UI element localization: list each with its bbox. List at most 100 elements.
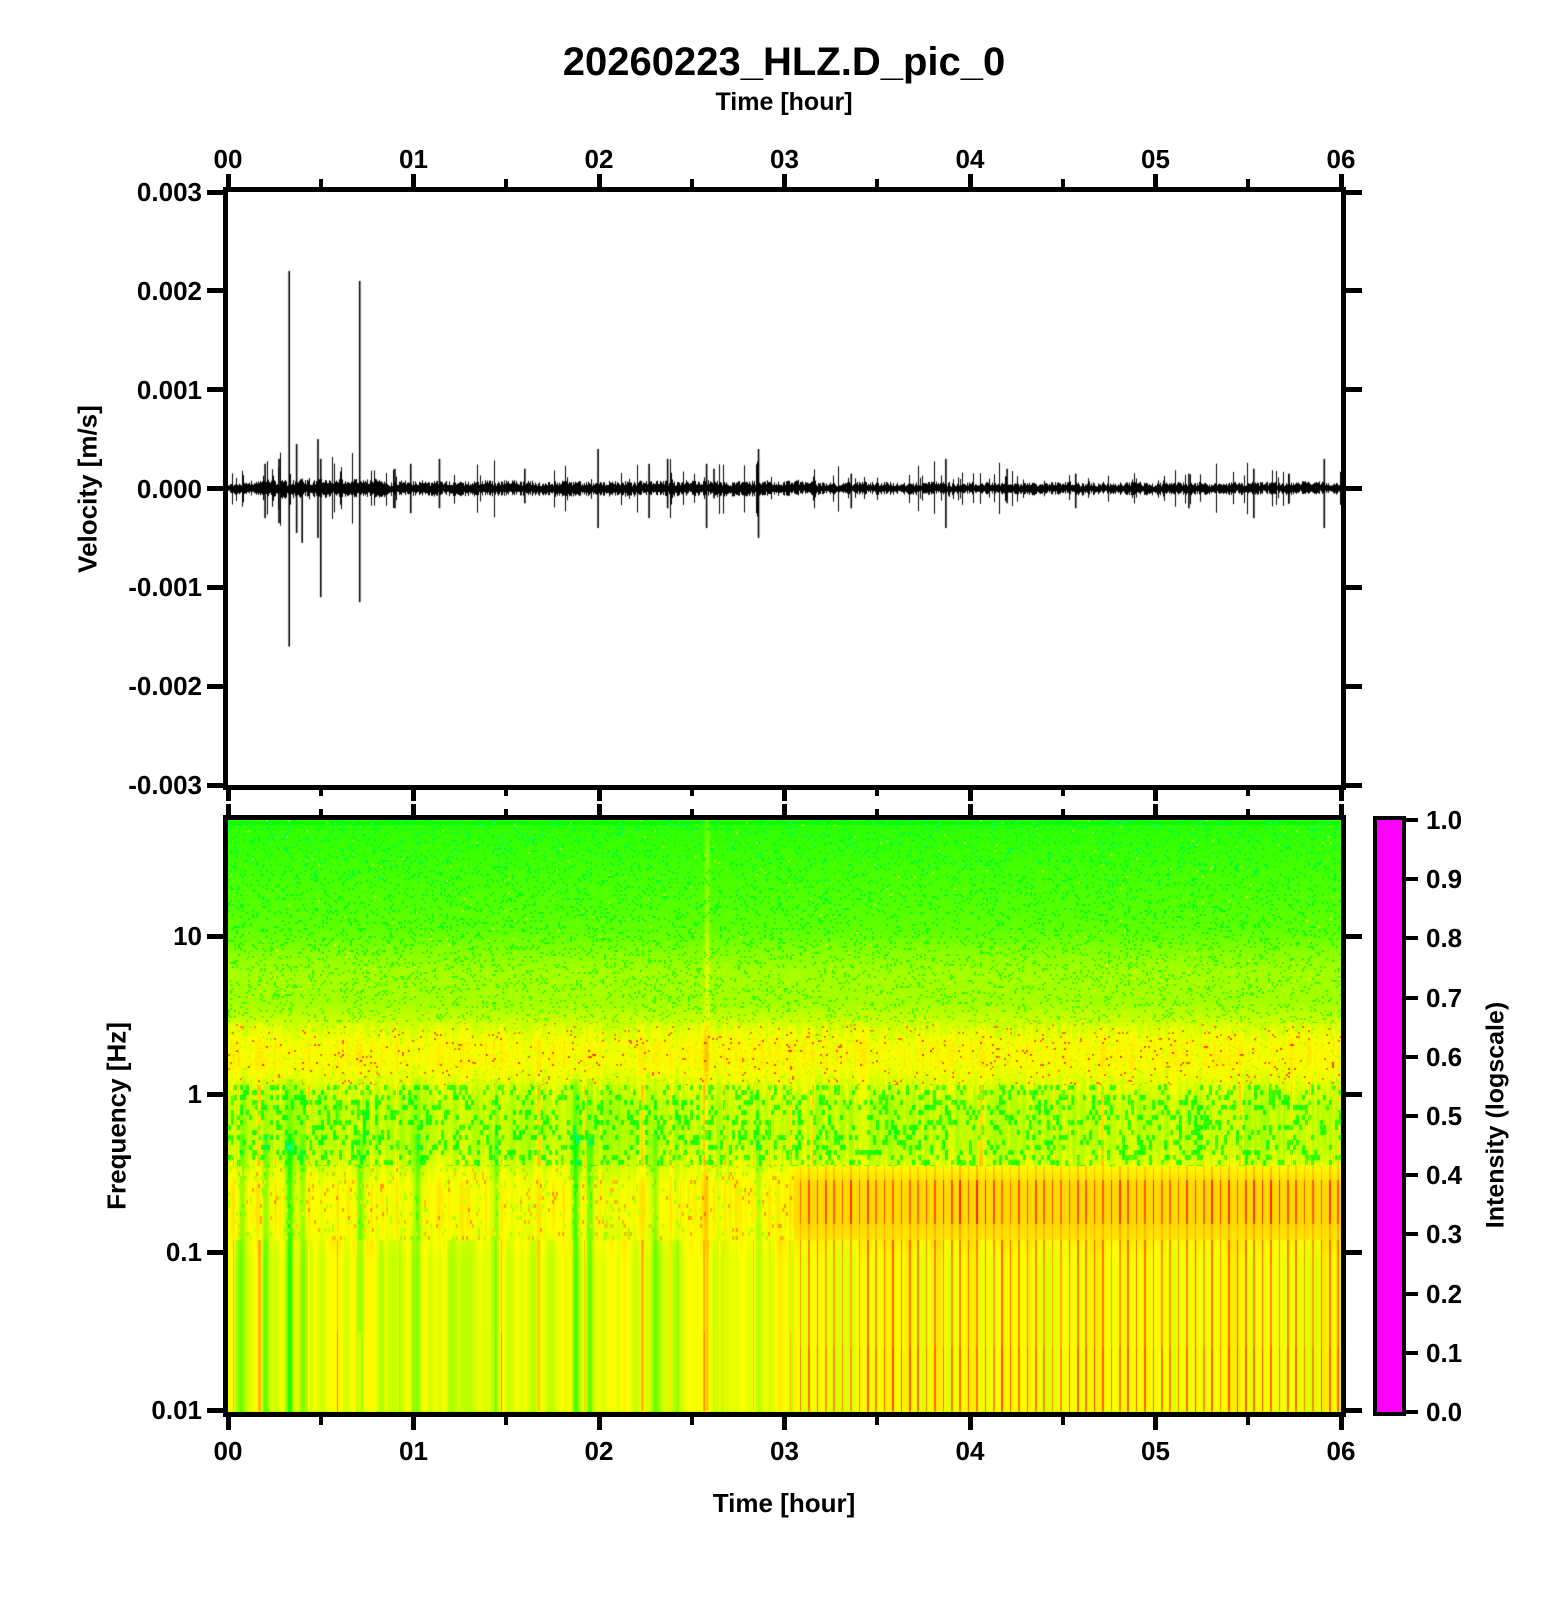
tick-mark [782, 1417, 787, 1430]
intensity-tick-label: 0.5 [1426, 1101, 1463, 1131]
tick-mark [1406, 1173, 1418, 1178]
tick-mark [1338, 1417, 1344, 1430]
tick-mark [1153, 804, 1158, 815]
intensity-tick-label: 0.6 [1426, 1041, 1463, 1072]
tick-mark [875, 790, 880, 796]
tick-mark [225, 790, 231, 801]
velocity-tick-label: -0.002 [128, 671, 202, 702]
velocity-tick-label: 0.001 [136, 374, 202, 405]
tick-mark [1346, 387, 1362, 393]
tick-mark [1246, 1417, 1251, 1425]
tick-mark [1406, 1410, 1418, 1414]
intensity-tick-label: 0.8 [1426, 923, 1463, 954]
colorbar-gradient [1377, 820, 1402, 1412]
tick-mark [1406, 995, 1418, 1000]
tick-mark [207, 387, 223, 393]
tick-mark [689, 790, 694, 796]
hour-tick-label-top: 01 [399, 144, 428, 174]
waveform-canvas [228, 192, 1341, 785]
tick-mark [967, 790, 973, 801]
tick-mark [1153, 790, 1158, 801]
tick-mark [689, 1417, 694, 1425]
tick-mark [1060, 790, 1065, 796]
tick-mark [411, 174, 416, 187]
tick-mark [1346, 288, 1362, 294]
velocity-tick-label: 0.003 [136, 177, 202, 207]
velocity-tick-label: -0.003 [128, 770, 202, 800]
tick-mark [596, 1417, 602, 1430]
tick-mark [1346, 189, 1362, 195]
hour-tick-label-bottom: 01 [399, 1436, 428, 1466]
tick-mark [1153, 174, 1158, 187]
tick-mark [207, 584, 223, 590]
tick-mark [1406, 1350, 1418, 1355]
tick-mark [318, 790, 323, 796]
hour-tick-label-top: 06 [1326, 144, 1356, 174]
hour-tick-label-bottom: 02 [584, 1436, 614, 1466]
hour-tick-label-bottom: 06 [1326, 1436, 1356, 1466]
spectrogram-plot-frame [223, 815, 1346, 1417]
colorbar-frame [1373, 816, 1406, 1416]
tick-mark [967, 1417, 973, 1430]
tick-mark [225, 1417, 231, 1430]
tick-mark [596, 804, 602, 815]
hour-tick-label-top: 03 [770, 144, 799, 174]
tick-mark [207, 782, 223, 788]
intensity-tick-label: 0.1 [1426, 1337, 1463, 1368]
tick-mark [411, 1417, 416, 1430]
intensity-tick-label: 0.7 [1426, 982, 1463, 1013]
hour-tick-label-top: 05 [1141, 144, 1170, 174]
tick-mark [411, 804, 416, 815]
intensity-tick-label: 0.9 [1426, 864, 1463, 895]
intensity-tick-label: 1.0 [1426, 805, 1463, 835]
velocity-axis-label: Velocity [m/s] [72, 405, 103, 573]
tick-mark [318, 1417, 323, 1425]
tick-mark [225, 174, 231, 187]
tick-mark [207, 288, 223, 294]
tick-mark [504, 1417, 509, 1425]
tick-mark [1346, 584, 1362, 590]
tick-mark [1346, 1407, 1362, 1413]
tick-mark [1406, 818, 1418, 822]
intensity-axis-label: Intensity (logscale) [1481, 1001, 1510, 1229]
tick-mark [1153, 1417, 1158, 1430]
tick-mark [782, 790, 787, 801]
tick-mark [207, 933, 223, 939]
tick-mark [1406, 1232, 1418, 1237]
tick-mark [1346, 1249, 1362, 1255]
intensity-tick-label: 0.0 [1426, 1397, 1463, 1427]
tick-mark [207, 486, 223, 491]
hour-tick-label-bottom: 03 [770, 1436, 799, 1466]
tick-mark [596, 790, 602, 801]
tick-mark [1346, 933, 1362, 939]
tick-mark [1406, 1291, 1418, 1296]
tick-mark [318, 179, 323, 187]
tick-mark [207, 189, 223, 195]
tick-mark [1406, 877, 1418, 882]
tick-mark [411, 790, 416, 801]
tick-mark [1406, 1054, 1418, 1059]
frequency-axis-label: Frequency [Hz] [101, 1022, 132, 1210]
frequency-tick-label: 0.01 [151, 1395, 202, 1425]
tick-mark [782, 804, 787, 815]
tick-mark [1346, 486, 1362, 491]
hour-tick-label-top: 00 [213, 144, 243, 174]
tick-mark [504, 790, 509, 796]
tick-mark [207, 1249, 223, 1255]
tick-mark [967, 174, 973, 187]
tick-mark [207, 683, 223, 689]
tick-mark [1406, 936, 1418, 941]
intensity-tick-label: 0.3 [1426, 1219, 1463, 1250]
tick-mark [1338, 790, 1344, 801]
tick-mark [1346, 683, 1362, 689]
tick-mark [1346, 782, 1362, 788]
bottom-axis-title: Time [hour] [712, 1488, 856, 1518]
intensity-tick-label: 0.4 [1426, 1160, 1463, 1191]
tick-mark [782, 174, 787, 187]
tick-mark [1246, 179, 1251, 187]
page-title: 20260223_HLZ.D_pic_0 [562, 40, 1006, 84]
tick-mark [1246, 790, 1251, 796]
tick-mark [225, 804, 231, 815]
tick-mark [967, 804, 973, 815]
